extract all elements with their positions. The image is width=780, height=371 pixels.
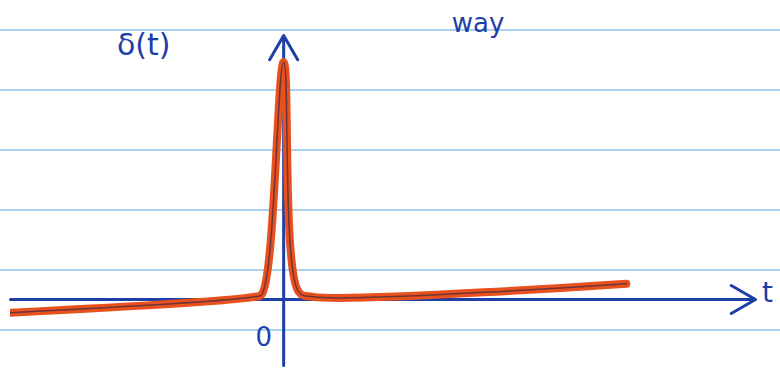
svg-text:t: t: [762, 276, 773, 309]
svg-text:0: 0: [255, 322, 272, 352]
svg-text:δ(t): δ(t): [117, 27, 171, 62]
svg-text:way: way: [452, 8, 505, 38]
